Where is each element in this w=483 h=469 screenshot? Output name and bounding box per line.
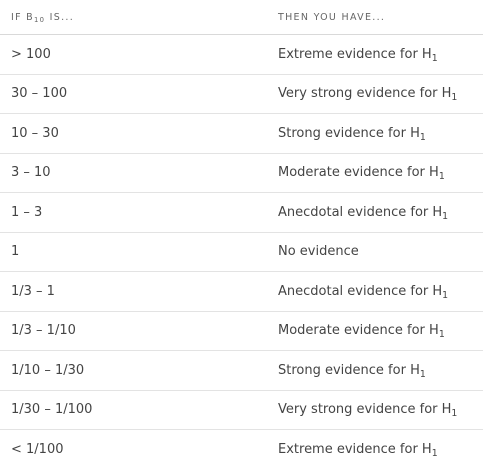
header-suffix: IS... [45,11,75,23]
evidence-cell: Moderate evidence for H1 [266,153,483,193]
hypothesis-subscript: 1 [451,92,458,104]
table-row: < 1/100 Extreme evidence for H1 [0,430,483,469]
header-row: IF B10 IS... THEN YOU HAVE... [0,0,483,35]
evidence-cell: Anecdotal evidence for H1 [266,271,483,312]
table-header: IF B10 IS... THEN YOU HAVE... [0,0,483,35]
bayes-factor-range: 3 – 10 [0,153,266,193]
evidence-cell: Strong evidence for H1 [266,113,483,154]
bayes-factor-range: > 100 [0,34,266,75]
bayes-factor-range: 1 [0,232,266,272]
evidence-cell: Very strong evidence for H1 [266,390,483,430]
evidence-label: Strong evidence for H [278,362,420,378]
table-row: 1/10 – 1/30 Strong evidence for H1 [0,350,483,391]
evidence-cell: Anecdotal evidence for H1 [266,192,483,233]
table-row: 1/3 – 1 Anecdotal evidence for H1 [0,271,483,312]
evidence-label: Extreme evidence for H [278,441,432,457]
evidence-cell: Strong evidence for H1 [266,350,483,391]
hypothesis-subscript: 1 [438,329,445,341]
evidence-label: Strong evidence for H [278,125,420,141]
table-row: 30 – 100 Very strong evidence for H1 [0,74,483,114]
evidence-label: Anecdotal evidence for H [278,204,443,220]
hypothesis-subscript: 1 [438,171,445,183]
bayes-factor-range: 1/3 – 1 [0,271,266,312]
header-interpretation: THEN YOU HAVE... [266,0,483,35]
evidence-label: Moderate evidence for H [278,165,439,181]
evidence-cell: Extreme evidence for H1 [266,34,483,75]
table-row: 1 No evidence [0,232,483,272]
header-prefix: IF B [11,11,35,23]
evidence-cell: Extreme evidence for H1 [266,430,483,469]
evidence-label: Moderate evidence for H [278,323,439,339]
evidence-label: Very strong evidence for H [278,86,452,102]
header-bayes-factor: IF B10 IS... [0,0,266,35]
table-row: 10 – 30 Strong evidence for H1 [0,113,483,154]
table-row: 1/3 – 1/10 Moderate evidence for H1 [0,311,483,351]
evidence-cell: Very strong evidence for H1 [266,74,483,114]
hypothesis-subscript: 1 [451,408,458,420]
bayes-factor-range: 1 – 3 [0,192,266,233]
bayes-factor-range: < 1/100 [11,441,64,457]
evidence-label: Anecdotal evidence for H [278,283,443,299]
hypothesis-subscript: 1 [442,289,449,301]
evidence-cell: No evidence [266,232,483,272]
hypothesis-subscript: 1 [431,52,438,64]
table-row: 1/30 – 1/100 Very strong evidence for H1 [0,390,483,430]
bayes-factor-range: 30 – 100 [0,74,266,114]
hypothesis-subscript: 1 [419,368,426,380]
bayes-factor-range: 1/3 – 1/10 [0,311,266,351]
evidence-cell: Moderate evidence for H1 [266,311,483,351]
evidence-label: Extreme evidence for H [278,46,432,62]
bayes-factor-range: 1/30 – 1/100 [0,390,266,430]
table-body: > 100 Extreme evidence for H1 30 – 100 Very… [0,34,483,469]
evidence-label: Very strong evidence for H [278,402,452,418]
evidence-label: No evidence [278,244,359,260]
table-row: > 100 Extreme evidence for H1 [0,34,483,75]
table-row: 1 – 3 Anecdotal evidence for H1 [0,192,483,233]
hypothesis-subscript: 1 [419,131,426,143]
bayes-factor-range: 1/10 – 1/30 [0,350,266,391]
bayes-factor-range: 10 – 30 [0,113,266,154]
header-subscript: 10 [34,15,46,24]
table-row: 3 – 10 Moderate evidence for H1 [0,153,483,193]
hypothesis-subscript: 1 [431,447,438,459]
hypothesis-subscript: 1 [442,210,449,222]
